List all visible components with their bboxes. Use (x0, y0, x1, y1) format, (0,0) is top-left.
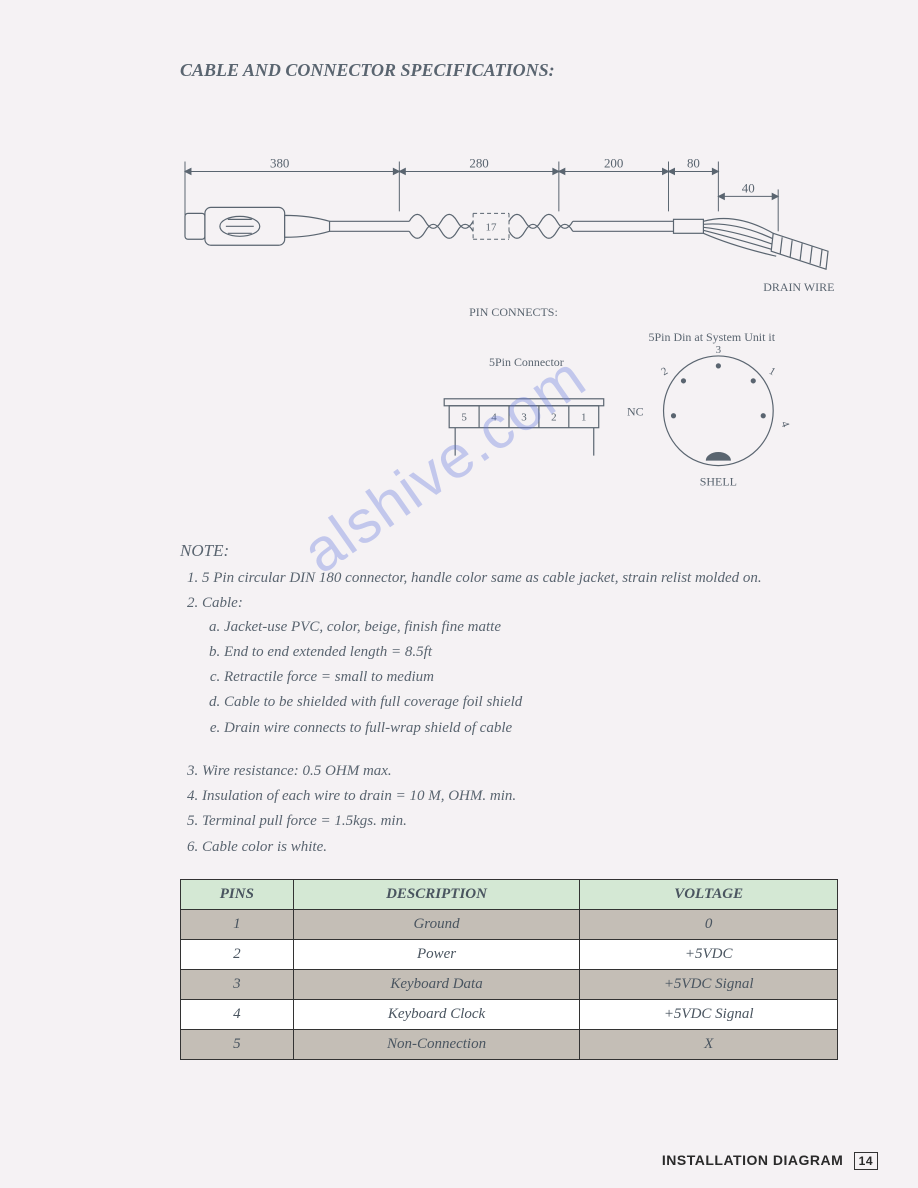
dim-280: 280 (469, 155, 488, 170)
note-item: 5 Pin circular DIN 180 connector, handle… (202, 567, 838, 590)
notes-sublist: Jacket-use PVC, color, beige, finish fin… (202, 616, 838, 740)
table-row: 3 Keyboard Data +5VDC Signal (181, 969, 838, 999)
pin-table: PINS DESCRIPTION VOLTAGE 1 Ground 0 2 Po… (180, 879, 838, 1060)
subnote-item: Drain wire connects to full-wrap shield … (224, 717, 838, 740)
page-footer: INSTALLATION DIAGRAM 14 (662, 1152, 878, 1170)
note-item: Terminal pull force = 1.5kgs. min. (202, 810, 838, 833)
rect-pin-1: 1 (581, 412, 586, 424)
pin-connects-label: PIN CONNECTS: (469, 305, 558, 319)
note-item: Insulation of each wire to drain = 10 M,… (202, 785, 838, 808)
rect-pin-5: 5 (461, 412, 467, 424)
col-description: DESCRIPTION (293, 879, 580, 909)
connector-title: 5Pin Connector (489, 355, 564, 369)
subnote-item: End to end extended length = 8.5ft (224, 641, 838, 664)
rect-pin-2: 2 (551, 412, 556, 424)
drain-wire-label: DRAIN WIRE (763, 280, 834, 294)
dim-200: 200 (604, 155, 623, 170)
shell-label: SHELL (700, 475, 737, 489)
note-item: Cable: Jacket-use PVC, color, beige, fin… (202, 592, 838, 740)
table-row: 1 Ground 0 (181, 909, 838, 939)
din-title: 5Pin Din at System Unit it (649, 330, 776, 344)
page-title: CABLE AND CONNECTOR SPECIFICATIONS: (180, 60, 838, 81)
rect-pin-3: 3 (521, 412, 527, 424)
document-page: CABLE AND CONNECTOR SPECIFICATIONS: (0, 0, 918, 1188)
col-voltage: VOLTAGE (580, 879, 838, 909)
note-item: Cable color is white. (202, 836, 838, 859)
din-pin-2: 2 (659, 365, 670, 378)
subnote-item: Cable to be shielded with full coverage … (224, 691, 838, 714)
note-heading: NOTE: (180, 541, 838, 561)
din-pin-4: 4 (778, 420, 791, 430)
table-header-row: PINS DESCRIPTION VOLTAGE (181, 879, 838, 909)
table-row: 2 Power +5VDC (181, 939, 838, 969)
dim-80: 80 (687, 155, 700, 170)
subnote-item: Retractile force = small to medium (224, 666, 838, 689)
din-pin-1: 1 (767, 365, 778, 378)
nc-label: NC (627, 405, 644, 419)
table-row: 4 Keyboard Clock +5VDC Signal (181, 999, 838, 1029)
dim-40: 40 (742, 180, 755, 195)
rect-pin-4: 4 (491, 412, 497, 424)
table-row: 5 Non-Connection X (181, 1029, 838, 1059)
dim-380: 380 (270, 155, 289, 170)
notes-section: NOTE: 5 Pin circular DIN 180 connector, … (180, 541, 838, 859)
col-pins: PINS (181, 879, 294, 909)
diagram-svg: 380 280 200 80 40 (180, 141, 838, 521)
page-number: 14 (854, 1152, 878, 1170)
dim-17: 17 (486, 221, 497, 233)
footer-label: INSTALLATION DIAGRAM (662, 1152, 843, 1168)
din-pin-3: 3 (716, 344, 722, 356)
subnote-item: Jacket-use PVC, color, beige, finish fin… (224, 616, 838, 639)
cable-diagram: 380 280 200 80 40 (180, 141, 838, 521)
notes-list: 5 Pin circular DIN 180 connector, handle… (180, 567, 838, 859)
note-item: Wire resistance: 0.5 OHM max. (202, 760, 838, 783)
table-body: 1 Ground 0 2 Power +5VDC 3 Keyboard Data… (181, 909, 838, 1059)
